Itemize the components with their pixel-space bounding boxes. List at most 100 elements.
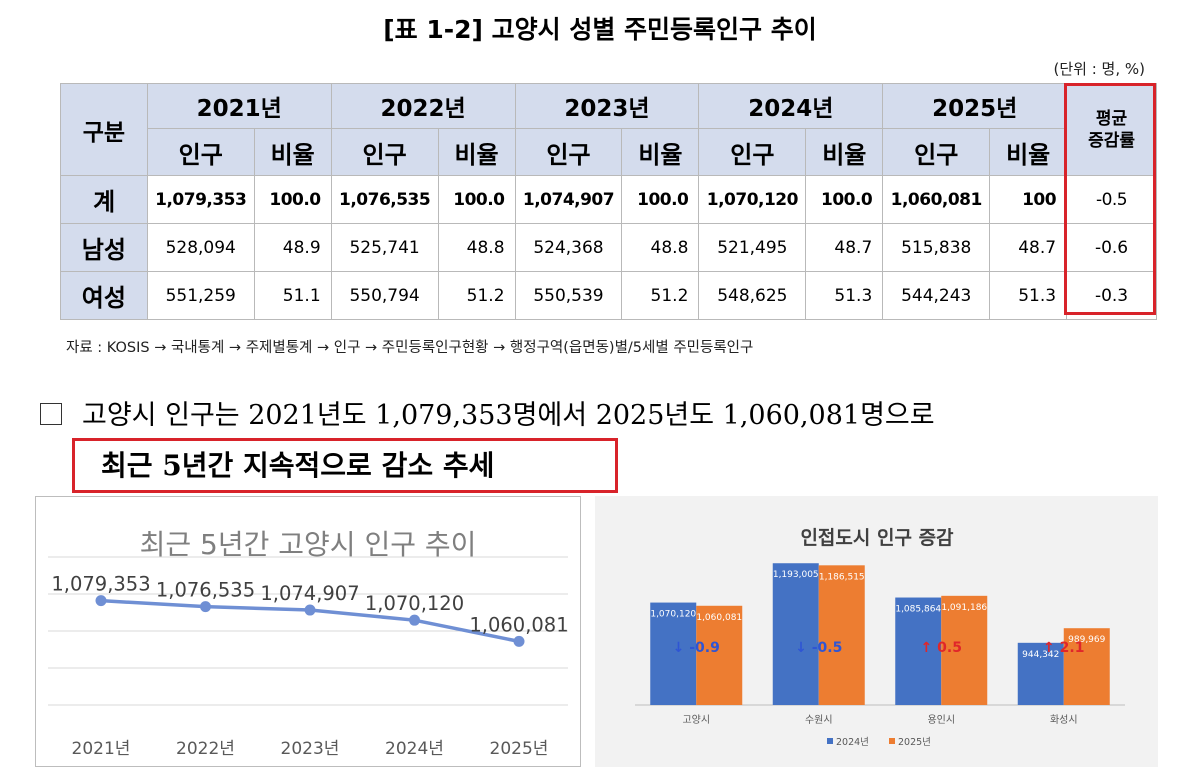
- avg-change-header: 평균 증감률: [1066, 83, 1157, 176]
- line-chart: 최근 5년간 고양시 인구 추이 1,079,353 2021년 1,076,535 2…: [48, 528, 569, 759]
- down-arrow-change-label: ↓ -0.5: [795, 640, 842, 656]
- population-cell: 1,076,535: [330, 175, 439, 224]
- legend-label: 2025년: [898, 737, 931, 748]
- ratio-cell: 48.9: [253, 223, 332, 272]
- population-cell: 550,794: [330, 271, 439, 320]
- ratio-subheader: 비율: [621, 128, 700, 176]
- bar: [818, 565, 865, 705]
- data-point: [200, 601, 211, 613]
- legend-swatch: [827, 738, 833, 744]
- population-cell: 1,060,081: [882, 175, 991, 224]
- population-subheader: 인구: [514, 128, 623, 176]
- summary-text: 고양시 인구는 2021년도 1,079,353명에서 2025년도 1,060…: [82, 400, 935, 431]
- x-tick-label: 용인시: [927, 714, 955, 726]
- bar-value-label: 989,969: [1068, 635, 1105, 645]
- table-row-male: 남성 528,094 48.9 525,741 48.8 524,368 48.…: [60, 223, 1157, 272]
- population-table: 구분 2021년 2022년 2023년 2024년 2025년 평균 증감률 …: [60, 83, 1157, 320]
- bar: [941, 595, 988, 705]
- x-tick-label: 2021년: [72, 739, 131, 759]
- chart-title: 최근 5년간 고양시 인구 추이: [140, 528, 477, 561]
- avg-change-highlight-box: [1064, 83, 1156, 315]
- highlight-text: 최근 5년간 지속적으로 감소 추세: [101, 449, 495, 482]
- x-tick-label: 2023년: [281, 739, 340, 759]
- population-cell: 515,838: [882, 223, 991, 272]
- data-label: 1,076,535: [156, 579, 255, 602]
- checkbox-bullet-icon: [40, 402, 62, 425]
- legend-label: 2024년: [836, 737, 869, 748]
- row-label: 남성: [60, 223, 148, 272]
- x-tick-label: 2025년: [490, 739, 549, 759]
- population-subheader: 인구: [698, 128, 807, 176]
- ratio-subheader: 비율: [253, 128, 332, 176]
- data-label: 1,074,907: [260, 582, 359, 605]
- bar-value-label: 1,193,005: [773, 570, 819, 580]
- year-header: 2022년: [330, 83, 516, 129]
- avg-change-cell: -0.3: [1066, 271, 1157, 320]
- population-cell: 544,243: [882, 271, 991, 320]
- population-cell: 525,741: [330, 223, 439, 272]
- data-label: 1,060,081: [469, 613, 568, 636]
- data-point: [95, 595, 107, 607]
- up-arrow-change-label: ↑ 2.1: [1043, 640, 1084, 656]
- bar: [696, 605, 743, 705]
- ratio-cell: 48.8: [621, 223, 700, 272]
- summary-sentence: 고양시 인구는 2021년도 1,079,353명에서 2025년도 1,060…: [40, 393, 935, 432]
- bar: [772, 563, 819, 705]
- population-subheader: 인구: [330, 128, 439, 176]
- ratio-cell: 100.0: [805, 175, 884, 224]
- ratio-cell: 100.0: [253, 175, 332, 224]
- x-tick-label: 화성시: [1050, 714, 1078, 726]
- year-header: 2021년: [146, 83, 332, 129]
- population-cell: 1,070,120: [698, 175, 807, 224]
- up-arrow-change-label: ↑ 0.5: [921, 640, 962, 656]
- x-tick-label: 고양시: [682, 714, 710, 726]
- ratio-cell: 48.7: [805, 223, 884, 272]
- table-row-female: 여성 551,259 51.1 550,794 51.2 550,539 51.…: [60, 271, 1157, 320]
- bar: [650, 602, 697, 705]
- ratio-cell: 48.7: [989, 223, 1068, 272]
- ratio-cell: 51.3: [989, 271, 1068, 320]
- data-point: [304, 604, 316, 616]
- ratio-cell: 100.0: [621, 175, 700, 224]
- avg-label-1: 평균: [1095, 108, 1128, 129]
- population-cell: 550,539: [514, 271, 623, 320]
- ratio-cell: 48.8: [437, 223, 516, 272]
- bar-value-label: 1,070,120: [650, 610, 696, 620]
- bar: [1017, 642, 1064, 705]
- unit-label: (단위 : 명, %): [1053, 60, 1145, 78]
- ratio-cell: 100: [989, 175, 1068, 224]
- data-label: 1,070,120: [365, 592, 464, 615]
- population-cell: 521,495: [698, 223, 807, 272]
- population-cell: 1,074,907: [514, 175, 623, 224]
- x-tick-label: 2022년: [176, 739, 235, 759]
- data-point: [409, 614, 420, 626]
- ratio-cell: 51.2: [437, 271, 516, 320]
- bar-value-label: 1,091,186: [941, 603, 987, 613]
- ratio-cell: 100.0: [437, 175, 516, 224]
- population-cell: 528,094: [146, 223, 255, 272]
- corner-header: 구분: [60, 83, 148, 176]
- population-cell: 548,625: [698, 271, 807, 320]
- chart-title: 인접도시 인구 증감: [800, 527, 954, 549]
- ratio-cell: 51.3: [805, 271, 884, 320]
- down-arrow-change-label: ↓ -0.9: [673, 640, 720, 656]
- table-title: [표 1-2] 고양시 성별 주민등록인구 추이: [383, 15, 817, 44]
- population-cell: 551,259: [146, 271, 255, 320]
- year-header: 2024년: [698, 83, 884, 129]
- ratio-subheader: 비율: [805, 128, 884, 176]
- population-cell: 1,079,353: [146, 175, 255, 224]
- avg-change-cell: -0.5: [1066, 175, 1157, 224]
- row-label: 여성: [60, 271, 148, 320]
- data-point: [513, 635, 525, 647]
- population-subheader: 인구: [146, 128, 255, 176]
- population-subheader: 인구: [882, 128, 991, 176]
- bar-value-label: 944,342: [1022, 650, 1059, 660]
- data-label: 1,079,353: [51, 573, 150, 596]
- ratio-cell: 51.1: [253, 271, 332, 320]
- bar-value-label: 1,060,081: [696, 613, 742, 623]
- x-tick-label: 수원시: [805, 714, 833, 726]
- source-note: 자료 : KOSIS → 국내통계 → 주제별통계 → 인구 → 주민등록인구현…: [66, 340, 754, 356]
- ratio-subheader: 비율: [989, 128, 1068, 176]
- x-tick-label: 2024년: [385, 739, 444, 759]
- ratio-cell: 51.2: [621, 271, 700, 320]
